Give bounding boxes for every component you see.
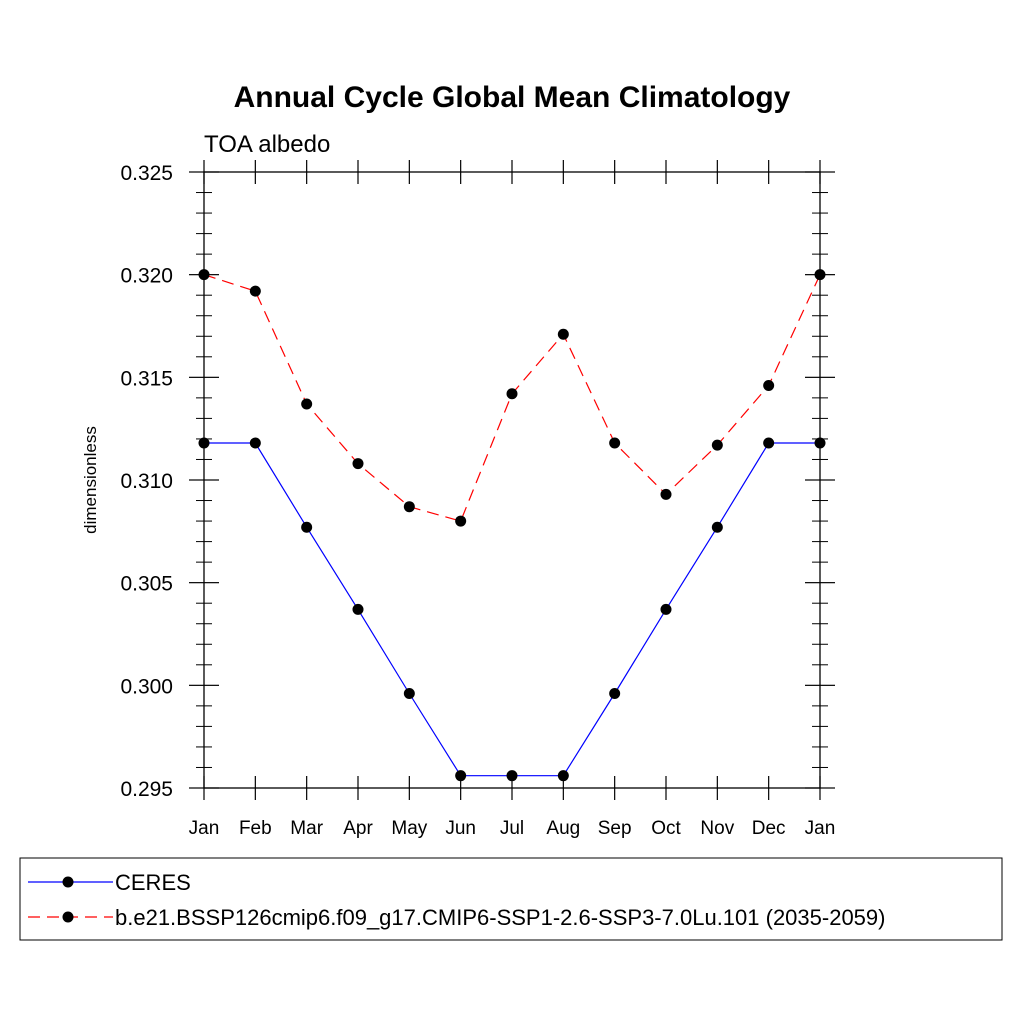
minor-ticks	[196, 192, 828, 768]
legend-label-model: b.e21.BSSP126cmip6.f09_g17.CMIP6-SSP1-2.…	[115, 905, 885, 930]
legend-box	[19, 857, 1003, 941]
legend-label-ceres: CERES	[115, 870, 191, 895]
data-point-series-0	[609, 688, 621, 700]
data-point-series-0	[763, 437, 775, 449]
data-point-series-1	[249, 285, 261, 297]
y-tick-label: 0.310	[120, 470, 173, 493]
data-point-series-1	[711, 439, 723, 451]
plot-frame	[203, 171, 821, 789]
legend-marker-model	[62, 911, 74, 923]
series-lines	[203, 274, 821, 777]
y-axis-label: dimensionless	[81, 426, 100, 534]
x-tick-label: Dec	[752, 818, 786, 839]
data-point-series-0	[557, 770, 569, 782]
x-tick-label: Jan	[189, 818, 220, 839]
legend: CERES b.e21.BSSP126cmip6.f09_g17.CMIP6-S…	[19, 857, 1003, 941]
x-tick-label: Aug	[546, 818, 580, 839]
data-point-series-0	[711, 521, 723, 533]
chart-subtitle: TOA albedo	[204, 131, 330, 158]
y-tick-label: 0.320	[120, 265, 173, 288]
data-point-series-1	[660, 488, 672, 500]
y-tick-label: 0.295	[120, 778, 173, 801]
data-point-series-0	[660, 603, 672, 615]
y-tick-label: 0.300	[120, 675, 173, 698]
data-point-series-0	[455, 770, 467, 782]
x-tick-labels: Jan Feb Mar Apr May Jun Jul Aug Sep Oct Nov Dec Jan	[189, 818, 836, 839]
data-point-series-0	[403, 688, 415, 700]
series-markers	[198, 269, 826, 782]
x-tick-label: May	[391, 818, 427, 839]
data-point-series-1	[455, 515, 467, 527]
data-point-series-0	[352, 603, 364, 615]
series-line-0	[204, 442, 820, 777]
x-tick-label: Nov	[700, 818, 734, 839]
x-tick-label: Jun	[445, 818, 476, 839]
x-tick-label: Apr	[343, 818, 373, 839]
data-point-series-0	[249, 437, 261, 449]
data-point-series-0	[301, 521, 313, 533]
data-point-series-1	[403, 501, 415, 513]
legend-marker-ceres	[62, 876, 74, 888]
data-point-series-1	[609, 437, 621, 449]
chart-title: Annual Cycle Global Mean Climatology	[234, 81, 791, 114]
y-tick-label: 0.315	[120, 367, 173, 390]
data-point-series-1	[763, 380, 775, 392]
y-tick-label: 0.325	[120, 162, 173, 185]
data-point-series-0	[506, 770, 518, 782]
data-point-series-1	[352, 458, 364, 470]
major-ticks	[189, 160, 835, 800]
x-tick-label: Sep	[598, 818, 632, 839]
x-tick-label: Oct	[651, 818, 681, 839]
data-point-series-1	[301, 398, 313, 410]
x-tick-label: Jul	[500, 818, 524, 839]
y-tick-labels: 0.295 0.300 0.305 0.310 0.315 0.320 0.325	[120, 162, 173, 801]
data-point-series-1	[557, 328, 569, 340]
x-tick-label: Jan	[805, 818, 836, 839]
x-tick-label: Mar	[290, 818, 323, 839]
y-tick-label: 0.305	[120, 573, 173, 596]
data-point-series-1	[506, 388, 518, 400]
x-tick-label: Feb	[239, 818, 272, 839]
